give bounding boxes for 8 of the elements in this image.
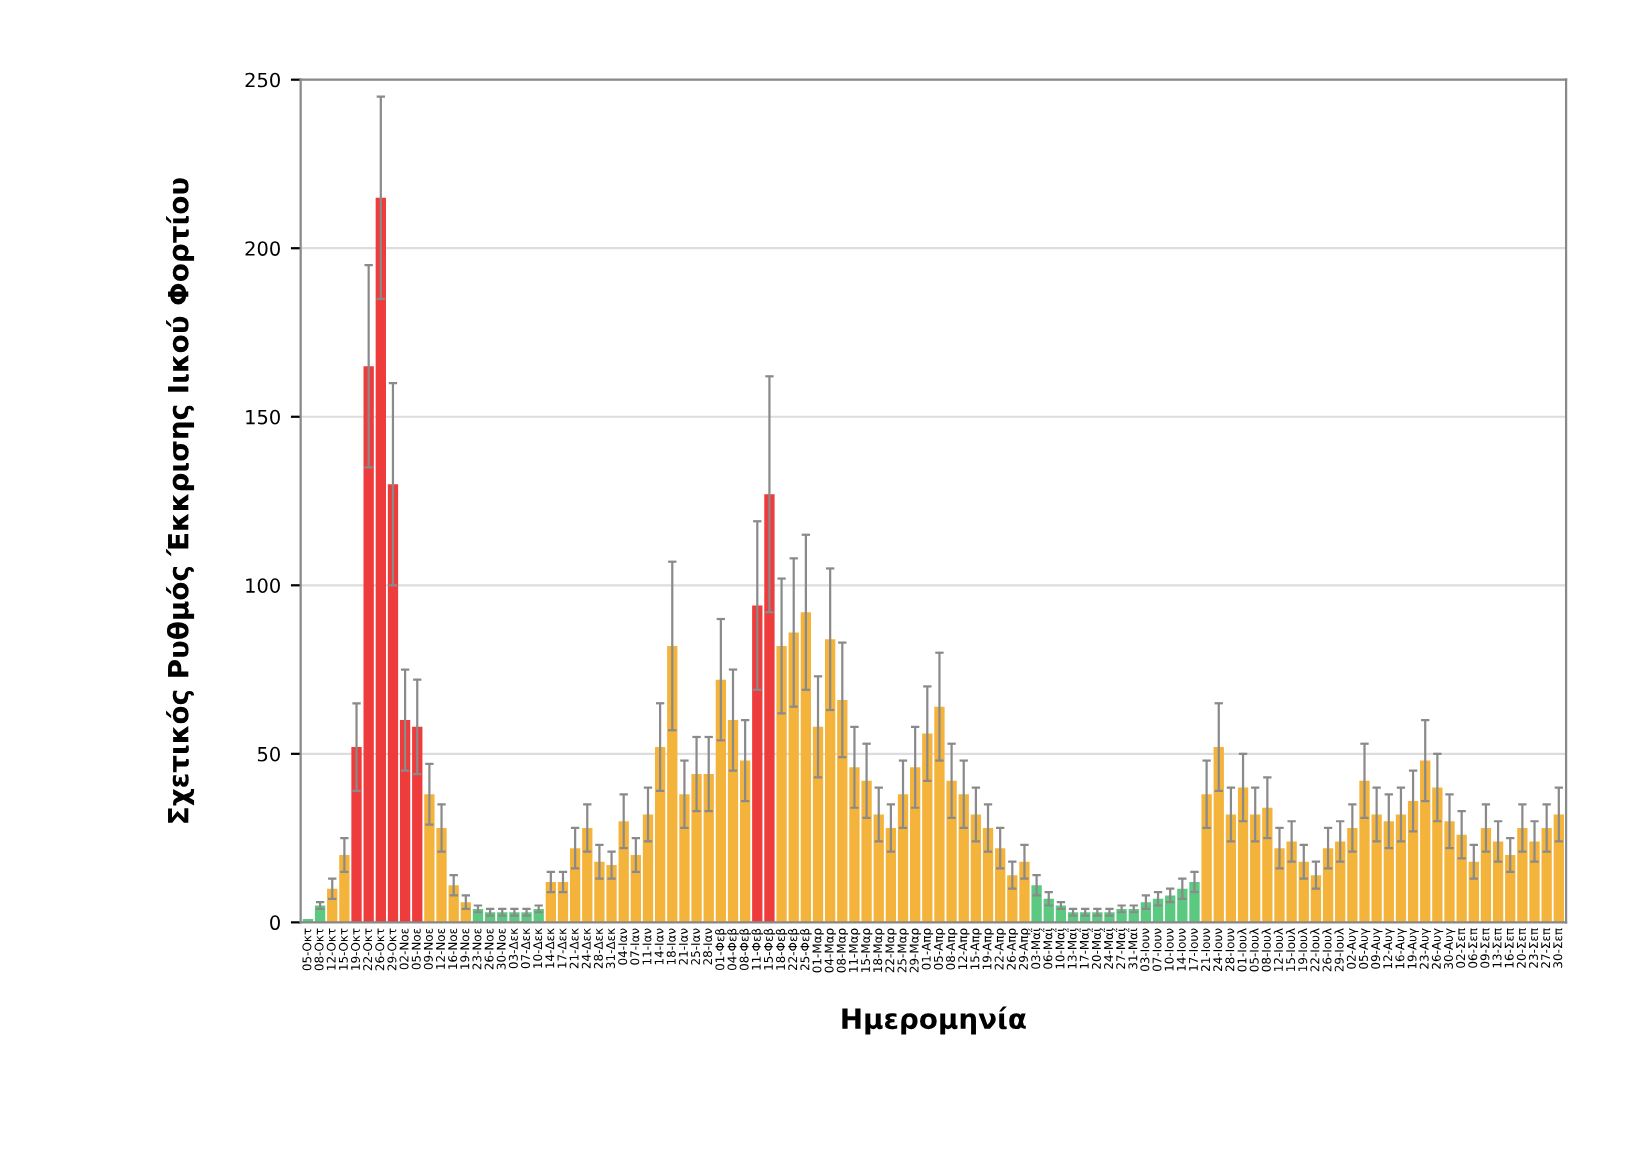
- y-axis-title: Σχετικός Ρυθμός Έκκρισης Ιικού Φορτίου: [166, 178, 195, 823]
- y-tick-label: 150: [246, 409, 280, 425]
- y-tick-label: 50: [257, 746, 280, 762]
- y-tick-label: 200: [245, 241, 280, 256]
- y-tick-label: 0: [270, 915, 280, 931]
- x-axis-title: Ημερομηνία: [842, 1006, 1026, 1035]
- y-tick-label: 250: [245, 72, 280, 88]
- y-tick-label: 100: [246, 578, 280, 593]
